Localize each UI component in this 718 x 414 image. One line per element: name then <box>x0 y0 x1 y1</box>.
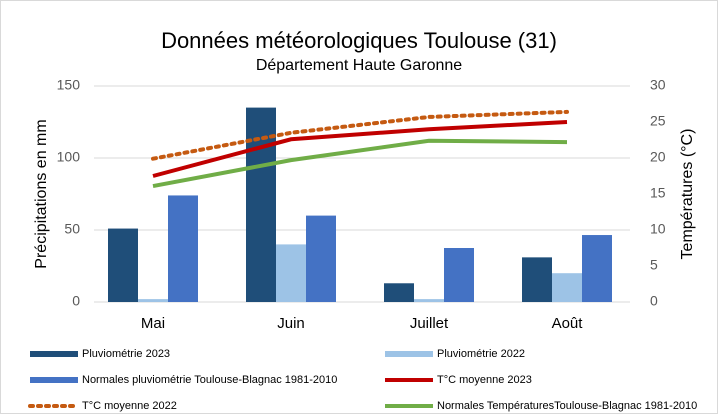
y-tick-label: 0 <box>72 293 80 309</box>
x-tick-label: Août <box>552 315 584 332</box>
y2-tick-label: 20 <box>650 149 666 165</box>
x-tick-label: Mai <box>141 315 165 332</box>
legend-label: Pluviométrie 2022 <box>437 348 525 360</box>
x-tick-label: Juin <box>277 315 305 332</box>
legend-swatch <box>30 377 78 383</box>
bar <box>138 299 168 302</box>
legend-swatch <box>30 351 78 357</box>
bar <box>522 257 552 302</box>
legend-label: Normales TempératuresToulouse-Blagnac 19… <box>437 400 697 412</box>
legend-label: Pluviométrie 2023 <box>82 348 170 360</box>
bar <box>552 273 582 302</box>
legend-label: T°C moyenne 2023 <box>437 374 532 386</box>
bar <box>306 215 336 302</box>
y2-tick-label: 5 <box>650 257 658 273</box>
y2-tick-label: 0 <box>650 293 658 309</box>
chart-title: Données météorologiques Toulouse (31) <box>161 28 557 53</box>
y2-tick-label: 15 <box>650 185 666 201</box>
y2-tick-label: 30 <box>650 77 666 93</box>
bar <box>168 195 198 302</box>
y-tick-label: 150 <box>57 77 81 93</box>
bar <box>414 299 444 302</box>
bar <box>108 228 138 302</box>
y-tick-label: 100 <box>57 149 81 165</box>
legend-label: Normales pluviométrie Toulouse-Blagnac 1… <box>82 374 337 386</box>
line <box>152 120 568 178</box>
line <box>152 138 568 189</box>
bar <box>384 283 414 302</box>
line <box>151 109 569 161</box>
bar <box>444 248 474 302</box>
bar <box>276 244 306 302</box>
bar <box>582 235 612 302</box>
y-tick-label: 50 <box>64 221 80 237</box>
x-tick-label: Juillet <box>410 315 449 332</box>
y2-tick-label: 25 <box>650 113 666 129</box>
chart-subtitle: Département Haute Garonne <box>256 57 462 74</box>
legend-label: T°C moyenne 2022 <box>82 400 177 412</box>
y2-tick-label: 10 <box>650 221 666 237</box>
y2-axis-title: Températures (°C) <box>679 129 696 260</box>
y-axis-title: Précipitations en mm <box>33 119 50 268</box>
legend-swatch <box>385 351 433 357</box>
